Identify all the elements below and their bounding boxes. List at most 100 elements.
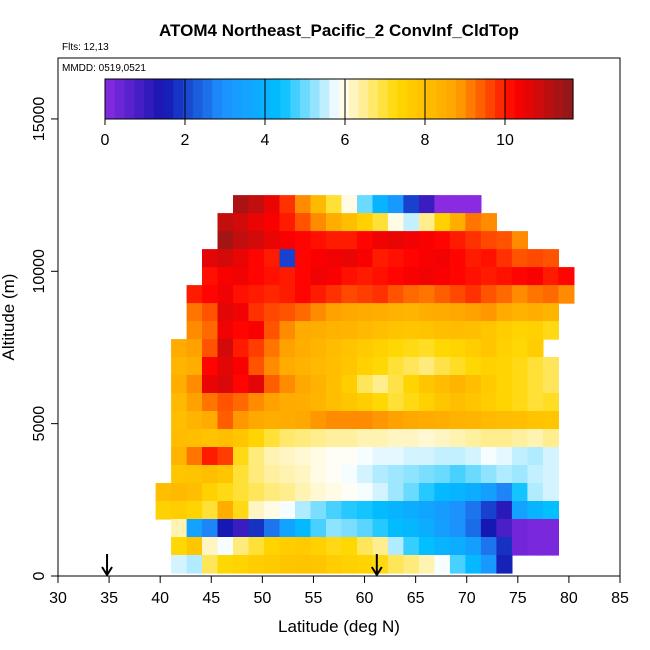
- heatmap-cell: [357, 465, 374, 484]
- heatmap-cell: [295, 249, 312, 268]
- heatmap-cell: [326, 249, 343, 268]
- colorbar-segment: [339, 79, 350, 119]
- heatmap-cell: [387, 411, 404, 430]
- heatmap-cell: [527, 285, 544, 304]
- heatmap-cell: [279, 483, 296, 502]
- heatmap-cell: [372, 519, 389, 538]
- heatmap-cell: [295, 321, 312, 340]
- heatmap-cell: [341, 249, 358, 268]
- heatmap-cell: [372, 501, 389, 520]
- heatmap-cell: [418, 519, 435, 538]
- heatmap-cell: [341, 357, 358, 376]
- heatmap-cell: [418, 465, 435, 484]
- heatmap-cell: [279, 519, 296, 538]
- heatmap-cell: [186, 321, 203, 340]
- x-tick-label: 55: [305, 590, 323, 607]
- heatmap-cell: [264, 267, 281, 286]
- heatmap-cell: [310, 555, 327, 574]
- heatmap-cell: [279, 285, 296, 304]
- heatmap-cell: [403, 465, 420, 484]
- heatmap-cell: [511, 321, 528, 340]
- heatmap-cell: [387, 267, 404, 286]
- heatmap-cell: [341, 501, 358, 520]
- heatmap-cell: [511, 339, 528, 358]
- heatmap-cell: [387, 321, 404, 340]
- heatmap-cell: [418, 447, 435, 466]
- heatmap-cell: [202, 555, 219, 574]
- heatmap-cell: [418, 555, 435, 574]
- heatmap-cell: [387, 339, 404, 358]
- heatmap-cell: [279, 501, 296, 520]
- heatmap-cell: [357, 501, 374, 520]
- heatmap-cell: [496, 537, 513, 556]
- heatmap-cell: [465, 249, 482, 268]
- heatmap-cell: [465, 231, 482, 250]
- colorbar-segment: [163, 79, 174, 119]
- colorbar-segment: [563, 79, 574, 119]
- heatmap-cell: [542, 519, 559, 538]
- heatmap-cell: [248, 555, 265, 574]
- heatmap-cell: [217, 357, 234, 376]
- heatmap-cell: [341, 195, 358, 214]
- heatmap-cell: [449, 375, 466, 394]
- plot-frame: [57, 57, 621, 577]
- heatmap-cell: [186, 375, 203, 394]
- heatmap-cell: [264, 411, 281, 430]
- heatmap-cell: [403, 249, 420, 268]
- colorbar-segment: [241, 79, 252, 119]
- heatmap-cell: [326, 285, 343, 304]
- heatmap-cell: [480, 375, 497, 394]
- heatmap-cell: [310, 231, 327, 250]
- heatmap-cell: [465, 447, 482, 466]
- colorbar-segment: [485, 79, 496, 119]
- heatmap-cell: [465, 429, 482, 448]
- heatmap-cell: [449, 339, 466, 358]
- heatmap-cell: [465, 339, 482, 358]
- x-axis: 30 35 40 45 50 55 60 65 70 75 80 85: [49, 575, 629, 607]
- heatmap-cell: [387, 285, 404, 304]
- colorbar-segment: [114, 79, 126, 119]
- heatmap-cell: [496, 375, 513, 394]
- heatmap-cell: [434, 483, 451, 502]
- heatmap-cell: [186, 303, 203, 322]
- heatmap-cell: [202, 285, 219, 304]
- colorbar-segment: [368, 79, 379, 119]
- heatmap-cell: [233, 267, 250, 286]
- heatmap-cell: [264, 195, 281, 214]
- heatmap-cell: [418, 249, 435, 268]
- x-tick-label: 30: [49, 590, 67, 607]
- heatmap-cell: [295, 285, 312, 304]
- heatmap-cell: [527, 393, 544, 412]
- heatmap-cell: [248, 393, 265, 412]
- heatmap-cell: [449, 483, 466, 502]
- heatmap-cell: [310, 537, 327, 556]
- heatmap-cell: [403, 231, 420, 250]
- x-tick-label: 65: [407, 590, 425, 607]
- heatmap-cell: [279, 249, 296, 268]
- heatmap-cell: [217, 339, 234, 358]
- heatmap-cell: [465, 303, 482, 322]
- heatmap-cell: [465, 285, 482, 304]
- heatmap-cell: [434, 393, 451, 412]
- heatmap-cell: [171, 555, 188, 574]
- heatmap-cell: [357, 267, 374, 286]
- heatmap-cell: [480, 249, 497, 268]
- colorbar-segment: [553, 79, 564, 119]
- heatmap-cell: [480, 285, 497, 304]
- heatmap-cell: [326, 483, 343, 502]
- heatmap-cell: [295, 519, 312, 538]
- heatmap-cell: [295, 411, 312, 430]
- heatmap-cell: [310, 447, 327, 466]
- heatmap-cell: [310, 483, 327, 502]
- heatmap-cell: [449, 519, 466, 538]
- heatmap-cell: [480, 231, 497, 250]
- x-tick-label: 85: [611, 590, 629, 607]
- colorbar-segment: [173, 79, 184, 119]
- heatmap-cell: [248, 357, 265, 376]
- colorbar: 0 2 4 6 8 10: [101, 78, 574, 149]
- heatmap-cell: [387, 483, 404, 502]
- heatmap-cell: [434, 501, 451, 520]
- heatmap-cell: [217, 465, 234, 484]
- heatmap-cell: [511, 231, 528, 250]
